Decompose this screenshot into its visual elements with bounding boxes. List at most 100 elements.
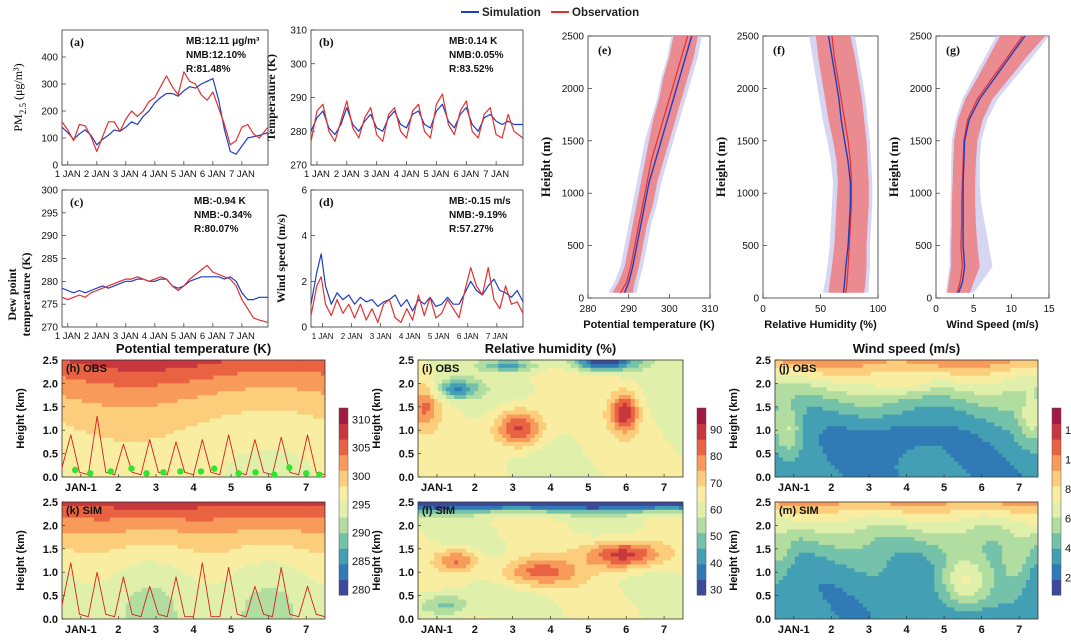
x-tick-label: 7 JAN [486, 332, 508, 341]
y-tick-label: 1.0 [43, 567, 58, 579]
colorbar-swatch [339, 454, 348, 471]
x-tick-label: 7 JAN [483, 169, 509, 180]
x-axis-label: Wind Speed (m/s) [946, 319, 1039, 331]
x-axis-label: Relative Humidity (%) [764, 319, 877, 331]
y-tick-label: 1.0 [43, 425, 58, 437]
y-tick-label: 295 [41, 208, 58, 219]
x-tick-label: 3 [153, 624, 159, 636]
obs-point [72, 466, 79, 474]
colorbar-swatch [697, 532, 706, 549]
y-tick-label: 1000 [737, 189, 760, 200]
colorbar-swatch [697, 579, 706, 596]
x-tick-label: 3 [153, 482, 159, 494]
colorbar-swatch [339, 485, 348, 502]
y-axis-label: Height (km) [15, 388, 27, 449]
y-tick-label: 0.5 [43, 449, 58, 461]
x-tick-label: 3 [866, 624, 872, 636]
x-tick-label: 4 JAN [142, 331, 168, 342]
x-tick-label: 5 JAN [423, 169, 449, 180]
y-tick-label: 2.5 [43, 497, 58, 509]
colorbar-tick-label: 30 [710, 585, 722, 597]
y-tick-label: 280 [290, 127, 307, 138]
x-tick-label: 0 [760, 304, 766, 315]
colorbar-tick-label: 310 [352, 414, 370, 426]
y-tick-label: 2.0 [43, 378, 58, 390]
x-tick-label: 7 JAN [229, 169, 255, 180]
y-tick-label: 1.5 [43, 402, 58, 414]
series-line-observation [61, 71, 269, 153]
panel-d: 0 2 4 6 1 JAN 2 JAN 3 JAN 4 JAN 5 JAN 6 JAN 7 JAN (… [274, 186, 524, 341]
obs-point [286, 464, 293, 471]
panel-label: (a) [70, 35, 84, 49]
x-tick-label: 2 [115, 482, 121, 494]
colorbar-swatch [697, 485, 706, 502]
obs-point [303, 470, 310, 477]
colorbar-swatch [1052, 439, 1061, 456]
colorbar-swatch [339, 470, 348, 487]
x-tick-label: 15 [1043, 304, 1055, 315]
x-tick-label: 2 [828, 482, 834, 494]
colorbar-swatch [339, 548, 348, 565]
y-tick-label: 2.5 [399, 497, 414, 509]
x-tick-label: 4 [903, 482, 910, 494]
y-tick-label: 2.0 [43, 520, 58, 532]
obs-point [177, 468, 184, 475]
y-tick-label: 0 [578, 294, 584, 305]
y-axis-label: Height (km) [371, 530, 383, 591]
colorbar-swatch [697, 563, 706, 580]
x-tick-label: 6 [266, 624, 272, 636]
panel-m: 0.0 0.5 1.0 1.5 2.0 2.5 JAN-1 2 3 4 5 6 7 Height (km)… [728, 497, 1039, 636]
series-line-simulation [61, 276, 268, 301]
series-line-observation [61, 264, 269, 323]
y-tick-label: 2500 [910, 32, 933, 43]
x-tick-label: 3 JAN [370, 332, 392, 341]
y-axis-label: Temperature (K) [264, 54, 278, 141]
panel-label: (c) [70, 195, 83, 209]
colorbar-tick-label: 305 [352, 443, 370, 455]
contour-fill [62, 502, 325, 619]
x-tick-label: 1 JAN [312, 332, 334, 341]
contour-fill [62, 360, 325, 477]
y-tick-label: 0 [301, 323, 307, 334]
y-tick-label: 2500 [737, 32, 760, 43]
y-tick-label: 1000 [562, 189, 585, 200]
panel-k: 0.0 0.5 1.0 1.5 2.0 2.5 JAN-1 2 3 4 5 6 7 Height (km)… [15, 497, 326, 636]
x-tick-label: 3 JAN [113, 331, 139, 342]
series-line-observation [310, 267, 524, 323]
y-tick-label: 280 [41, 277, 58, 288]
y-axis-label: Height (m) [713, 137, 728, 197]
y-axis-label: Height (km) [728, 388, 740, 449]
colorbar-tick-label: 4 [1065, 543, 1071, 555]
x-tick-label: 7 JAN [229, 331, 255, 342]
colorbar-tick-label: 8 [1065, 484, 1071, 496]
y-tick-label: 0.5 [43, 591, 58, 603]
y-tick-label: 2.5 [43, 355, 58, 367]
panel-c: 270 275 280 285 290 295 300 1 JAN 2 JAN 3 JAN 4 JA… [5, 186, 269, 342]
boundary-layer-line [61, 562, 326, 618]
panel-label: (j) OBS [779, 363, 816, 375]
stat-text: NMB:0.05% [449, 50, 504, 61]
x-tick-label: JAN-1 [421, 482, 453, 494]
colorbar-frame [696, 407, 707, 596]
stat-text: R:80.07% [194, 224, 239, 235]
x-tick-label: 7 [303, 482, 309, 494]
y-tick-label: 1.5 [756, 544, 771, 556]
x-tick-label: 4 JAN [142, 169, 168, 180]
obs-range-band [612, 36, 698, 293]
x-tick-label: 290 [620, 304, 637, 315]
colorbar-swatch [339, 579, 348, 596]
panel-label: (e) [598, 43, 611, 57]
y-tick-label: 1.5 [399, 402, 414, 414]
x-tick-label: 5 JAN [428, 332, 450, 341]
panel-label: (d) [319, 195, 334, 209]
x-tick-label: 1 JAN [304, 169, 330, 180]
series-line-observation [956, 35, 1024, 293]
y-tick-label: 2.0 [756, 520, 771, 532]
x-tick-label: 2 [472, 482, 478, 494]
chart-title: Potential temperature (K) [116, 341, 271, 356]
colorbar-tick-label: 50 [710, 531, 722, 543]
panel-i: 0.0 0.5 1.0 1.5 2.0 2.5 JAN-1 2 3 4 5 6 7 Height (km)… [371, 341, 722, 597]
panel-label: (b) [319, 35, 334, 49]
series-line-simulation [827, 35, 852, 293]
colorbar-tick-label: 285 [352, 556, 370, 568]
